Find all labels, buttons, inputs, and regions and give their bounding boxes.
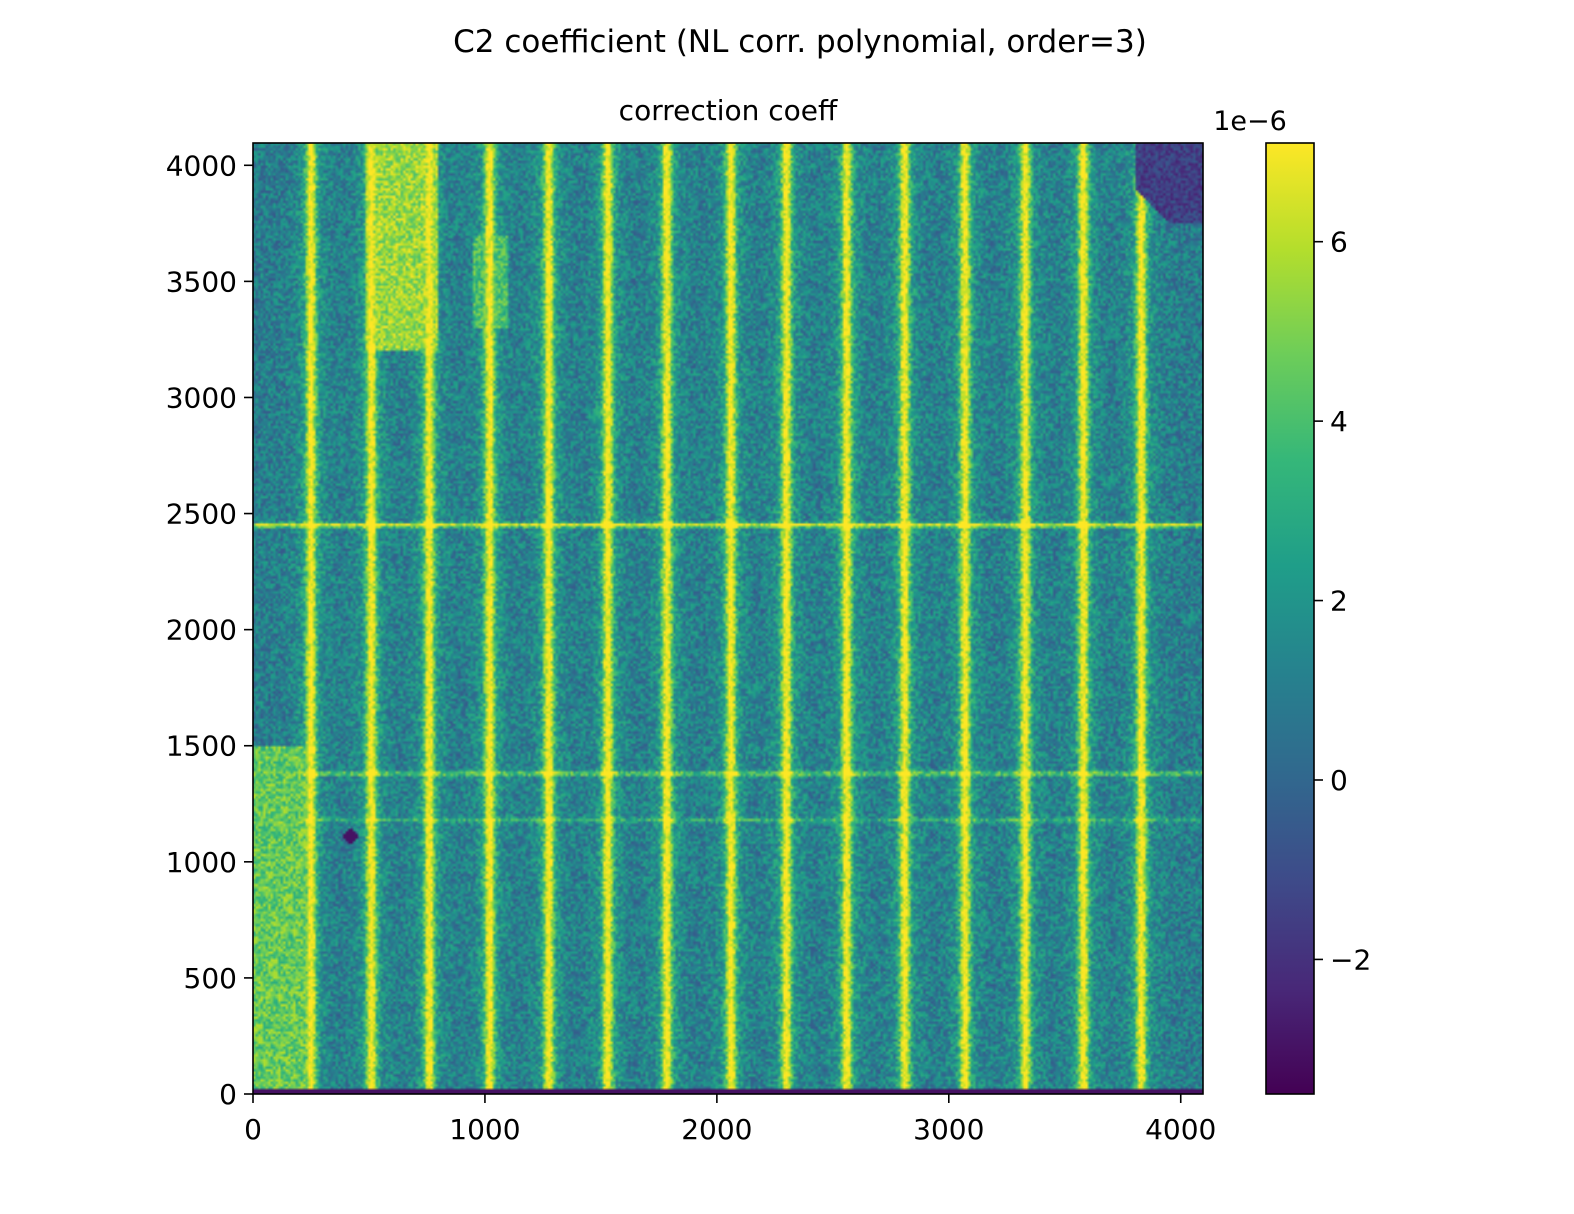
y-tick-label: 3000 — [166, 381, 237, 414]
colorbar-tick-label: 6 — [1330, 226, 1348, 259]
y-tick-label: 0 — [219, 1078, 237, 1111]
y-tick-label: 3500 — [166, 265, 237, 298]
x-tick-label: 2000 — [681, 1113, 752, 1146]
y-tick-label: 2500 — [166, 498, 237, 531]
x-axis: 0 1000 2000 3000 4000 — [244, 1094, 1216, 1146]
plot-frame — [252, 142, 1204, 1095]
axes-title: correction coeff — [619, 94, 838, 127]
colorbar-tick-label: 4 — [1330, 405, 1348, 438]
colorbar-offset-label: 1e−6 — [1213, 106, 1287, 137]
colorbar-axis: −2 0 2 4 6 — [1314, 226, 1371, 976]
y-tick-label: 1000 — [166, 846, 237, 879]
y-tick-label: 1500 — [166, 730, 237, 763]
colorbar-tick-label: 2 — [1330, 585, 1348, 618]
heatmap-image — [253, 143, 1203, 1094]
y-tick-label: 2000 — [166, 614, 237, 647]
y-tick-label: 500 — [184, 962, 237, 995]
x-tick-label: 4000 — [1145, 1113, 1216, 1146]
y-tick-label: 4000 — [166, 149, 237, 182]
colorbar-tick-label: −2 — [1330, 943, 1371, 976]
x-tick-label: 1000 — [449, 1113, 520, 1146]
colorbar-tick-label: 0 — [1330, 764, 1348, 797]
figure-suptitle: C2 coefficient (NL corr. polynomial, ord… — [453, 24, 1147, 60]
x-tick-label: 3000 — [913, 1113, 984, 1146]
y-axis: 0 500 1000 1500 2000 2500 3000 3500 4000 — [166, 149, 253, 1111]
x-tick-label: 0 — [244, 1113, 262, 1146]
colorbar-frame — [1265, 142, 1315, 1095]
colorbar — [1266, 143, 1314, 1094]
